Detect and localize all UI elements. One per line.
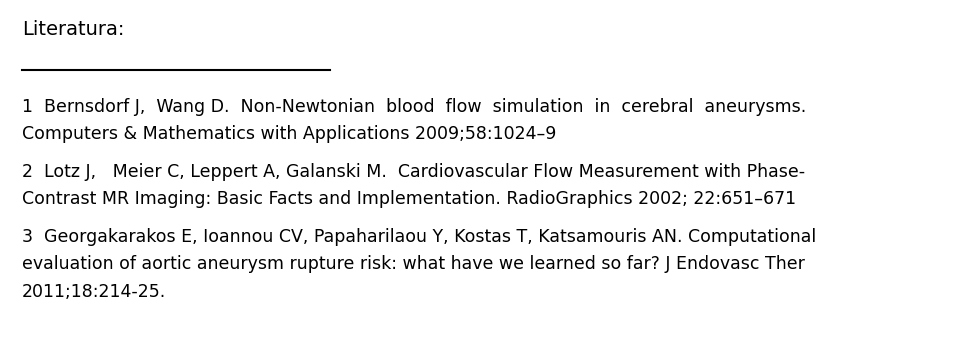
Text: 2  Lotz J,   Meier C, Leppert A, Galanski M.  Cardiovascular Flow Measurement wi: 2 Lotz J, Meier C, Leppert A, Galanski M… — [22, 163, 805, 181]
Text: 3  Georgakarakos E, Ioannou CV, Papaharilaou Y, Kostas T, Katsamouris AN. Comput: 3 Georgakarakos E, Ioannou CV, Papaharil… — [22, 228, 816, 246]
Text: 1  Bernsdorf J,  Wang D.  Non-Newtonian  blood  flow  simulation  in  cerebral  : 1 Bernsdorf J, Wang D. Non-Newtonian blo… — [22, 98, 806, 116]
Text: Contrast MR Imaging: Basic Facts and Implementation. RadioGraphics 2002; 22:651–: Contrast MR Imaging: Basic Facts and Imp… — [22, 190, 796, 208]
Text: Literatura:: Literatura: — [22, 20, 125, 39]
Text: Computers & Mathematics with Applications 2009;58:1024–9: Computers & Mathematics with Application… — [22, 125, 557, 143]
Text: 2011;18:214-25.: 2011;18:214-25. — [22, 283, 166, 301]
Text: evaluation of aortic aneurysm rupture risk: what have we learned so far? J Endov: evaluation of aortic aneurysm rupture ri… — [22, 255, 804, 273]
